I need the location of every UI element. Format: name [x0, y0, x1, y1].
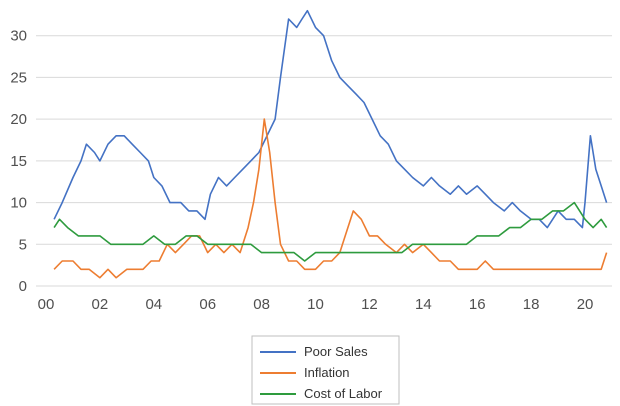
legend-box	[251, 335, 400, 405]
x-tick-label: 06	[199, 296, 216, 313]
x-tick-label: 02	[92, 296, 109, 313]
x-axis-tick-labels: 00 02 04 06 08 10 12 14 16 18 20	[38, 296, 594, 313]
series-lines	[53, 9, 608, 279]
x-tick-label: 20	[577, 296, 594, 313]
legend-entries: Poor Sales Inflation Cost of Labor	[260, 344, 383, 401]
y-tick-label: 30	[10, 28, 27, 45]
series-line-poor-sales	[53, 9, 608, 229]
series-line-inflation	[53, 118, 608, 279]
series-line-cost-of-labor	[53, 201, 608, 262]
y-tick-label: 25	[10, 69, 27, 86]
y-tick-label: 0	[19, 278, 27, 295]
x-tick-label: 16	[469, 296, 486, 313]
x-tick-label: 04	[145, 296, 162, 313]
y-tick-label: 35	[10, 0, 27, 3]
x-tick-label: 18	[523, 296, 540, 313]
x-tick-label: 08	[253, 296, 270, 313]
x-tick-label: 00	[38, 296, 55, 313]
gridlines	[36, 35, 612, 287]
y-tick-label: 20	[10, 111, 27, 128]
y-axis-tick-labels: 0 5 10 15 20 25 30 35	[10, 0, 27, 295]
y-tick-label: 15	[10, 153, 27, 170]
x-tick-label: 12	[361, 296, 378, 313]
legend: Poor Sales Inflation Cost of Labor	[251, 335, 400, 405]
legend-label: Poor Sales	[304, 344, 368, 359]
x-tick-label: 10	[307, 296, 324, 313]
x-tick-label: 14	[415, 296, 432, 313]
y-tick-label: 5	[19, 236, 27, 253]
legend-label: Inflation	[304, 365, 350, 380]
legend-label: Cost of Labor	[304, 386, 383, 401]
y-tick-label: 10	[10, 195, 27, 212]
